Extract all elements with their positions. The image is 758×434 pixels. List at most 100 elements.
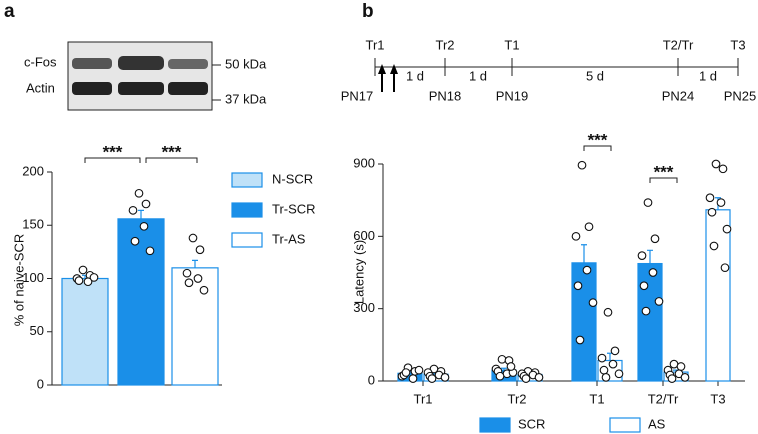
data-point [571, 231, 581, 241]
data-point [182, 268, 192, 278]
significance-label: *** [103, 142, 123, 161]
data-point [577, 160, 587, 170]
significance-bracket [649, 177, 678, 183]
y-axis-label: % of naive-SCR [11, 234, 26, 326]
significance-bracket [583, 145, 612, 151]
legend-label: AS [648, 416, 666, 431]
legend-swatch [231, 172, 263, 188]
data-point [718, 164, 728, 174]
data-point [128, 205, 138, 215]
arrow-head [390, 64, 398, 74]
blot-band [118, 56, 164, 70]
legend-swatch [479, 417, 511, 433]
y-axis-label: Latency (s) [351, 240, 366, 304]
blot-label: c-Fos [24, 54, 57, 69]
data-point [641, 306, 651, 316]
error-bar [138, 209, 144, 219]
y-tick-label: 900 [353, 155, 375, 170]
data-point [195, 245, 205, 255]
y-tick-label: 200 [22, 163, 44, 178]
x-tick-label: T1 [589, 391, 604, 406]
panel-label: b [362, 1, 374, 22]
x-tick-label: Tr2 [507, 391, 526, 406]
data-point [648, 268, 658, 277]
data-point [603, 307, 613, 317]
significance-label: *** [588, 130, 608, 149]
blot-band [168, 59, 208, 69]
data-point [408, 374, 418, 383]
data-point [184, 278, 194, 288]
data-point [83, 277, 93, 287]
data-point [199, 285, 209, 295]
data-point [130, 236, 140, 246]
legend-label: Tr-AS [272, 231, 306, 246]
blot-label: Actin [26, 80, 55, 95]
data-point [440, 373, 450, 382]
data-point [643, 198, 653, 207]
data-point [705, 193, 715, 203]
data-point [414, 365, 424, 375]
error-bar [192, 259, 198, 268]
data-point [720, 263, 730, 273]
data-point [193, 274, 203, 283]
data-point [676, 362, 686, 371]
y-tick-label: 50 [30, 323, 44, 338]
error-bar [607, 352, 613, 361]
data-point [145, 246, 155, 256]
bar [705, 209, 731, 382]
blot-band [168, 82, 208, 95]
y-tick-label: 100 [22, 270, 44, 285]
y-tick-label: 150 [22, 217, 44, 232]
legend-swatch [231, 202, 263, 218]
x-tick-label: T2/Tr [648, 391, 679, 406]
timeline-interval: 1 d [406, 68, 424, 83]
data-point [401, 368, 411, 377]
marker-label: 37 kDa [225, 91, 267, 106]
x-tick-label: Tr1 [413, 391, 432, 406]
data-point [506, 362, 516, 371]
panel-label: a [4, 1, 15, 22]
data-point [650, 234, 660, 244]
data-point [575, 335, 585, 345]
significance-bracket [84, 157, 141, 163]
data-point [711, 159, 721, 169]
data-point [599, 365, 609, 375]
timeline-day: PN24 [662, 88, 695, 103]
significance-label: *** [654, 162, 674, 181]
marker-label: 50 kDa [225, 56, 267, 71]
data-point [582, 265, 592, 275]
y-tick-label: 0 [37, 376, 44, 391]
legend-swatch [609, 417, 641, 433]
legend-label: N-SCR [272, 171, 313, 186]
data-point [601, 373, 611, 382]
data-point [134, 188, 144, 198]
data-point [139, 221, 149, 231]
timeline-event: T2/Tr [663, 37, 694, 52]
data-point [722, 224, 732, 234]
data-point [495, 371, 505, 381]
error-bar [581, 244, 587, 263]
bar [637, 262, 663, 382]
y-tick-label: 300 [353, 300, 375, 315]
data-point [637, 251, 647, 260]
timeline-interval: 5 d [586, 68, 604, 83]
timeline-day: PN17 [341, 88, 374, 103]
data-point [716, 198, 726, 207]
timeline-event: T3 [730, 37, 745, 52]
timeline-interval: 1 d [469, 68, 487, 83]
data-point [614, 369, 624, 379]
timeline-day: PN19 [496, 88, 529, 103]
legend-label: SCR [518, 416, 545, 431]
timeline-event: Tr1 [365, 37, 384, 52]
bar [171, 267, 219, 386]
data-point [497, 354, 507, 364]
bar [61, 277, 109, 386]
data-point [78, 265, 88, 275]
data-point [521, 374, 531, 383]
data-point [89, 273, 99, 282]
timeline-interval: 1 d [699, 68, 717, 83]
blot-frame [67, 41, 213, 111]
data-point [639, 281, 649, 291]
data-point [597, 353, 607, 363]
